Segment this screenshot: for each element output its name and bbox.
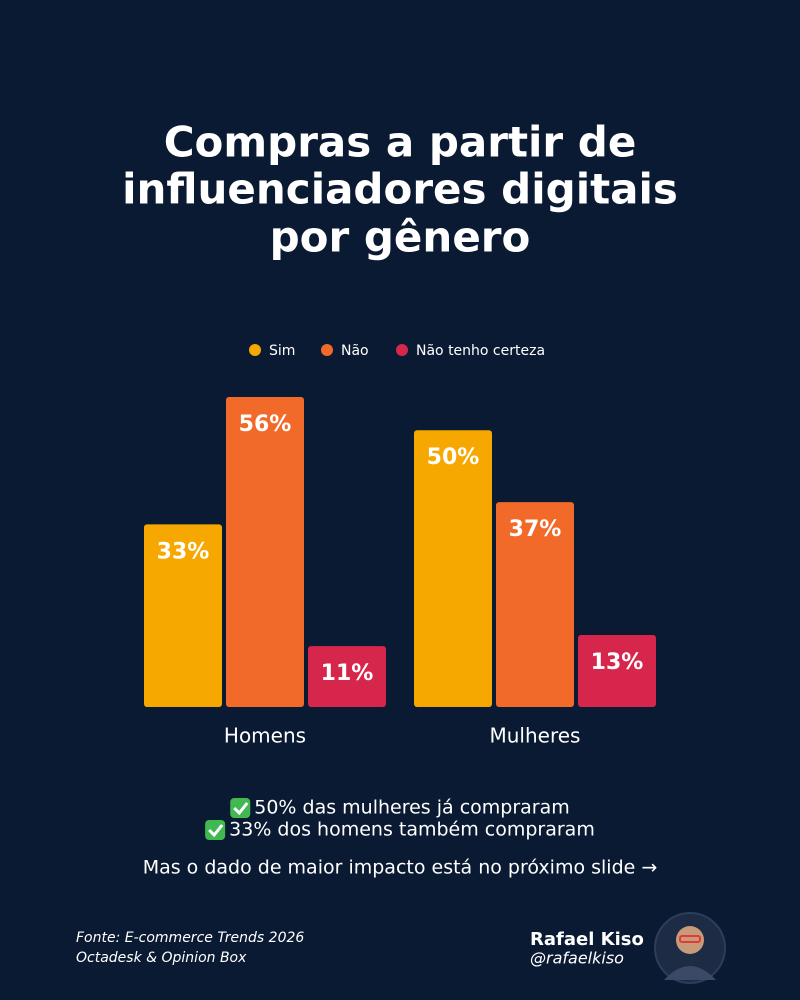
title-line: por gênero xyxy=(270,213,531,262)
highlight: 33% dos homens também compraram xyxy=(229,819,595,841)
title-line: influenciadores digitais xyxy=(122,165,678,214)
legend-swatch xyxy=(249,344,261,356)
value-label: 33% xyxy=(157,539,210,564)
value-label: 11% xyxy=(321,661,374,686)
value-label: 13% xyxy=(591,650,644,675)
bar xyxy=(578,635,656,707)
category-label: Homens xyxy=(224,724,306,748)
source: Octadesk & Opinion Box xyxy=(76,950,247,966)
check-mark xyxy=(233,802,249,816)
author-handle: @rafaelkiso xyxy=(530,949,624,968)
check-mark xyxy=(208,824,224,838)
value-label: 37% xyxy=(509,517,562,542)
bar xyxy=(144,524,222,707)
legend-label: Não xyxy=(341,343,369,359)
value-label: 50% xyxy=(427,445,480,470)
bar xyxy=(414,430,492,707)
legend-swatch xyxy=(396,344,408,356)
teaser: Mas o dado de maior impacto está no próx… xyxy=(143,857,658,879)
author-name: Rafael Kiso xyxy=(530,929,644,950)
source: Fonte: E-commerce Trends 2026 xyxy=(76,930,304,946)
legend-label: Sim xyxy=(269,343,295,359)
legend-label: Não tenho certeza xyxy=(416,343,545,359)
bar xyxy=(226,397,304,707)
check-icon xyxy=(205,820,226,840)
legend-swatch xyxy=(321,344,333,356)
check-icon xyxy=(230,798,251,818)
category-label: Mulheres xyxy=(490,724,581,748)
value-label: 56% xyxy=(239,412,292,437)
avatar xyxy=(654,912,726,984)
title-line: Compras a partir de xyxy=(164,118,637,167)
highlight: 50% das mulheres já compraram xyxy=(254,797,570,819)
bar xyxy=(308,646,386,707)
bar xyxy=(496,502,574,707)
